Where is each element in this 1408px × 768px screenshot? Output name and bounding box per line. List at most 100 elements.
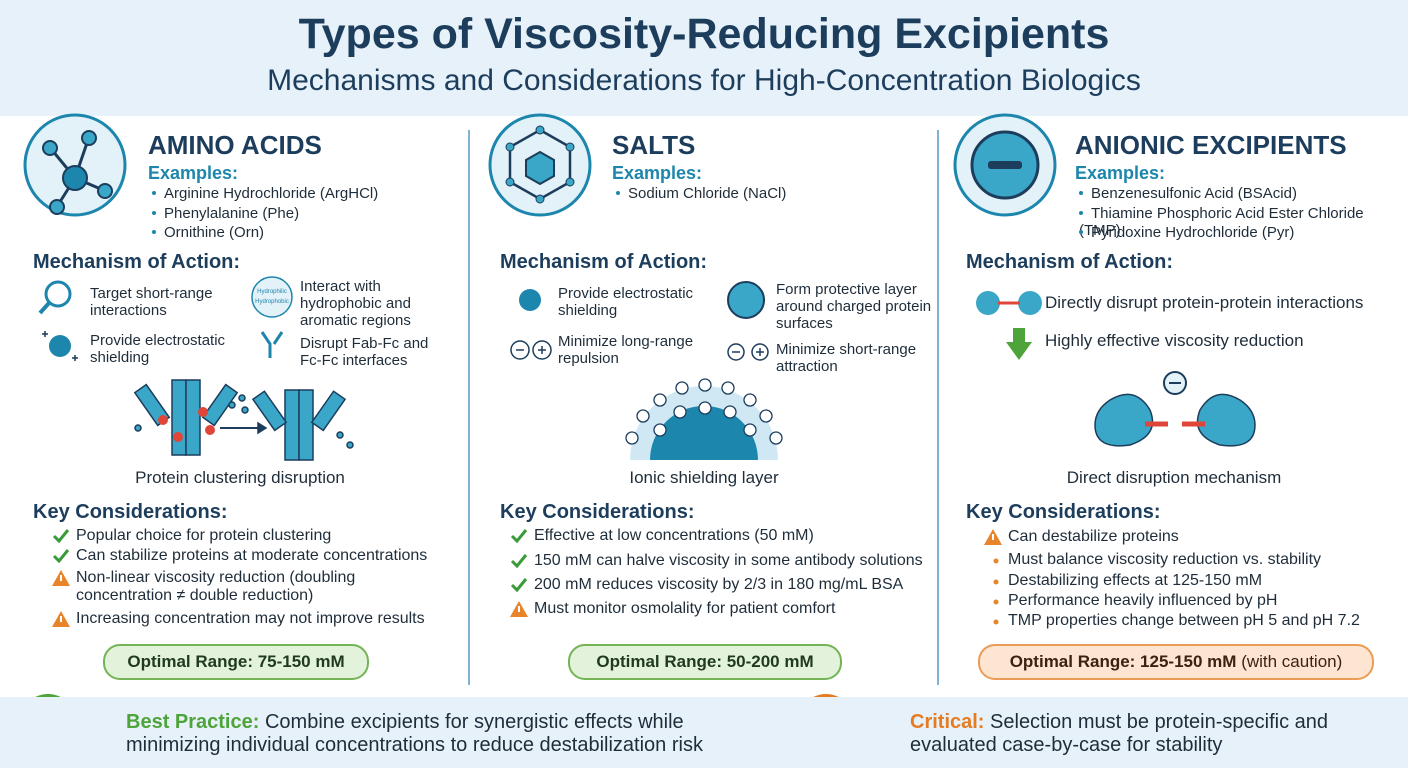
- icon-shape: [721, 381, 735, 395]
- footer-text: Combine excipients for synergistic effec…: [126, 711, 703, 756]
- icon-shape: [134, 394, 354, 449]
- icon-shape: [653, 393, 667, 407]
- icon-shape: [993, 619, 999, 625]
- optimal-range: Optimal Range: 75-150 mM: [103, 644, 369, 680]
- divider: [468, 130, 470, 685]
- icon-shape: [510, 554, 528, 569]
- column-title: ANIONIC EXCIPIENTS: [1075, 130, 1347, 160]
- mechanism: Provide electrostatic shielding: [558, 285, 694, 319]
- icon-shape: [743, 393, 757, 407]
- icon-shape: [336, 431, 344, 439]
- icon-shape: [62, 165, 88, 191]
- example: Pyridoxine Hydrochloride (Pyr): [1079, 224, 1294, 241]
- icon-shape: [984, 529, 1002, 545]
- marker: [510, 601, 528, 617]
- marker: [984, 613, 1002, 629]
- icon-shape: [673, 405, 687, 419]
- icon-shape: [97, 183, 113, 199]
- icon-shape: [173, 432, 183, 442]
- consideration-text: 150 mM can halve viscosity in some antib…: [534, 552, 923, 569]
- example: Benzenesulfonic Acid (BSAcid): [1079, 185, 1297, 202]
- icon-shape: [650, 406, 758, 460]
- consideration-text: Must balance viscosity reduction vs. sta…: [1008, 551, 1322, 568]
- consideration-text: Can stabilize proteins at moderate conce…: [76, 547, 428, 564]
- optimal-range-text: Optimal Range: 125-150 mM: [1009, 652, 1237, 671]
- title: Types of Viscosity-Reducing Excipients: [298, 10, 1110, 58]
- consideration: Performance heavily influenced by pH: [984, 592, 1408, 610]
- icon-shape: [698, 401, 712, 415]
- icon-shape: [743, 423, 757, 437]
- example: Ornithine (Orn): [152, 224, 264, 241]
- icon-shape: [257, 421, 268, 435]
- consideration: Can destabilize proteins: [984, 528, 1408, 546]
- footer-label: Best Practice:: [126, 711, 260, 733]
- icon-shape: [751, 343, 769, 361]
- ionic-illustration: [625, 378, 783, 460]
- marker: [510, 577, 528, 593]
- icon-shape: [1196, 393, 1256, 447]
- icon-shape: [1006, 342, 1032, 360]
- section-heading: Mechanism of Action:: [33, 251, 241, 273]
- icon-shape: [198, 407, 208, 417]
- mech-icon: [510, 281, 769, 361]
- consideration-text: Popular choice for protein clustering: [76, 527, 332, 544]
- icon-shape: [52, 611, 70, 627]
- icon-shape: [535, 125, 545, 135]
- icon-shape: [727, 281, 765, 319]
- optimal-range-text: Optimal Range: 75-150 mM: [127, 652, 345, 671]
- icon-shape: [976, 291, 1000, 315]
- icon-shape: [185, 379, 201, 456]
- icon-shape: [505, 177, 515, 187]
- subtitle: Mechanisms and Considerations for High-C…: [267, 64, 1141, 97]
- marker: [52, 528, 70, 544]
- section-heading: Mechanism of Action:: [500, 251, 708, 273]
- icon-shape: [158, 415, 168, 425]
- icon-shape: [625, 378, 783, 445]
- examples-label: Examples:: [1075, 163, 1166, 183]
- marker: [984, 573, 1002, 589]
- icon-shape: [310, 390, 347, 432]
- footer-note: Critical: Selection must be protein-spec…: [910, 711, 1390, 757]
- column-title: AMINO ACIDS: [148, 130, 322, 160]
- icon-shape: [769, 431, 783, 445]
- marker: [984, 593, 1002, 609]
- icon-shape: [993, 579, 999, 585]
- icon-shape: [675, 381, 689, 395]
- icon-shape: [993, 599, 999, 605]
- icon-shape: [510, 340, 530, 360]
- icon-shape: [52, 549, 70, 564]
- example: Sodium Chloride (NaCl): [616, 185, 786, 202]
- consideration: Effective at low concentrations (50 mM): [510, 527, 959, 545]
- icon-shape: [52, 570, 70, 586]
- mechanism: Disrupt Fab-Fc and Fc-Fc interfaces: [300, 335, 429, 369]
- consideration: Destabilizing effects at 125-150 mM: [984, 572, 1408, 590]
- icon-label: Hydrophilic: [257, 289, 287, 295]
- illustration-caption: Direct disruption mechanism: [1066, 468, 1282, 487]
- marker: [984, 529, 1002, 545]
- footer: [0, 697, 1408, 768]
- consideration-text: Can destabilize proteins: [1008, 528, 1179, 545]
- consideration-text: TMP properties change between pH 5 and p…: [1008, 612, 1360, 629]
- icon-shape: [60, 616, 62, 622]
- icon-shape: [52, 549, 70, 564]
- icon-shape: [992, 534, 994, 540]
- mechanism: Minimize short-range attraction: [776, 341, 917, 375]
- icon-shape: [42, 331, 78, 361]
- footer-note: Best Practice: Combine excipients for sy…: [126, 711, 766, 757]
- icon-shape: [510, 529, 528, 544]
- icon-shape: [238, 394, 246, 402]
- icon-shape: [260, 331, 284, 358]
- icon-shape: [759, 409, 773, 423]
- icon-shape: [52, 529, 70, 544]
- icon-shape: [565, 177, 575, 187]
- consideration: 150 mM can halve viscosity in some antib…: [510, 552, 959, 570]
- icon-shape: [60, 575, 62, 581]
- icon-shape: [510, 554, 528, 569]
- optimal-range: Optimal Range: 50-200 mM: [568, 644, 842, 680]
- consideration-text: Must monitor osmolality for patient comf…: [534, 600, 836, 617]
- footer-text: Selection must be protein-specific and e…: [910, 711, 1328, 756]
- icon-shape: [525, 150, 555, 186]
- icon-shape: [1094, 393, 1154, 447]
- icon-shape: [993, 619, 999, 625]
- optimal-range: Optimal Range: 125-150 mM (with caution): [978, 644, 1374, 680]
